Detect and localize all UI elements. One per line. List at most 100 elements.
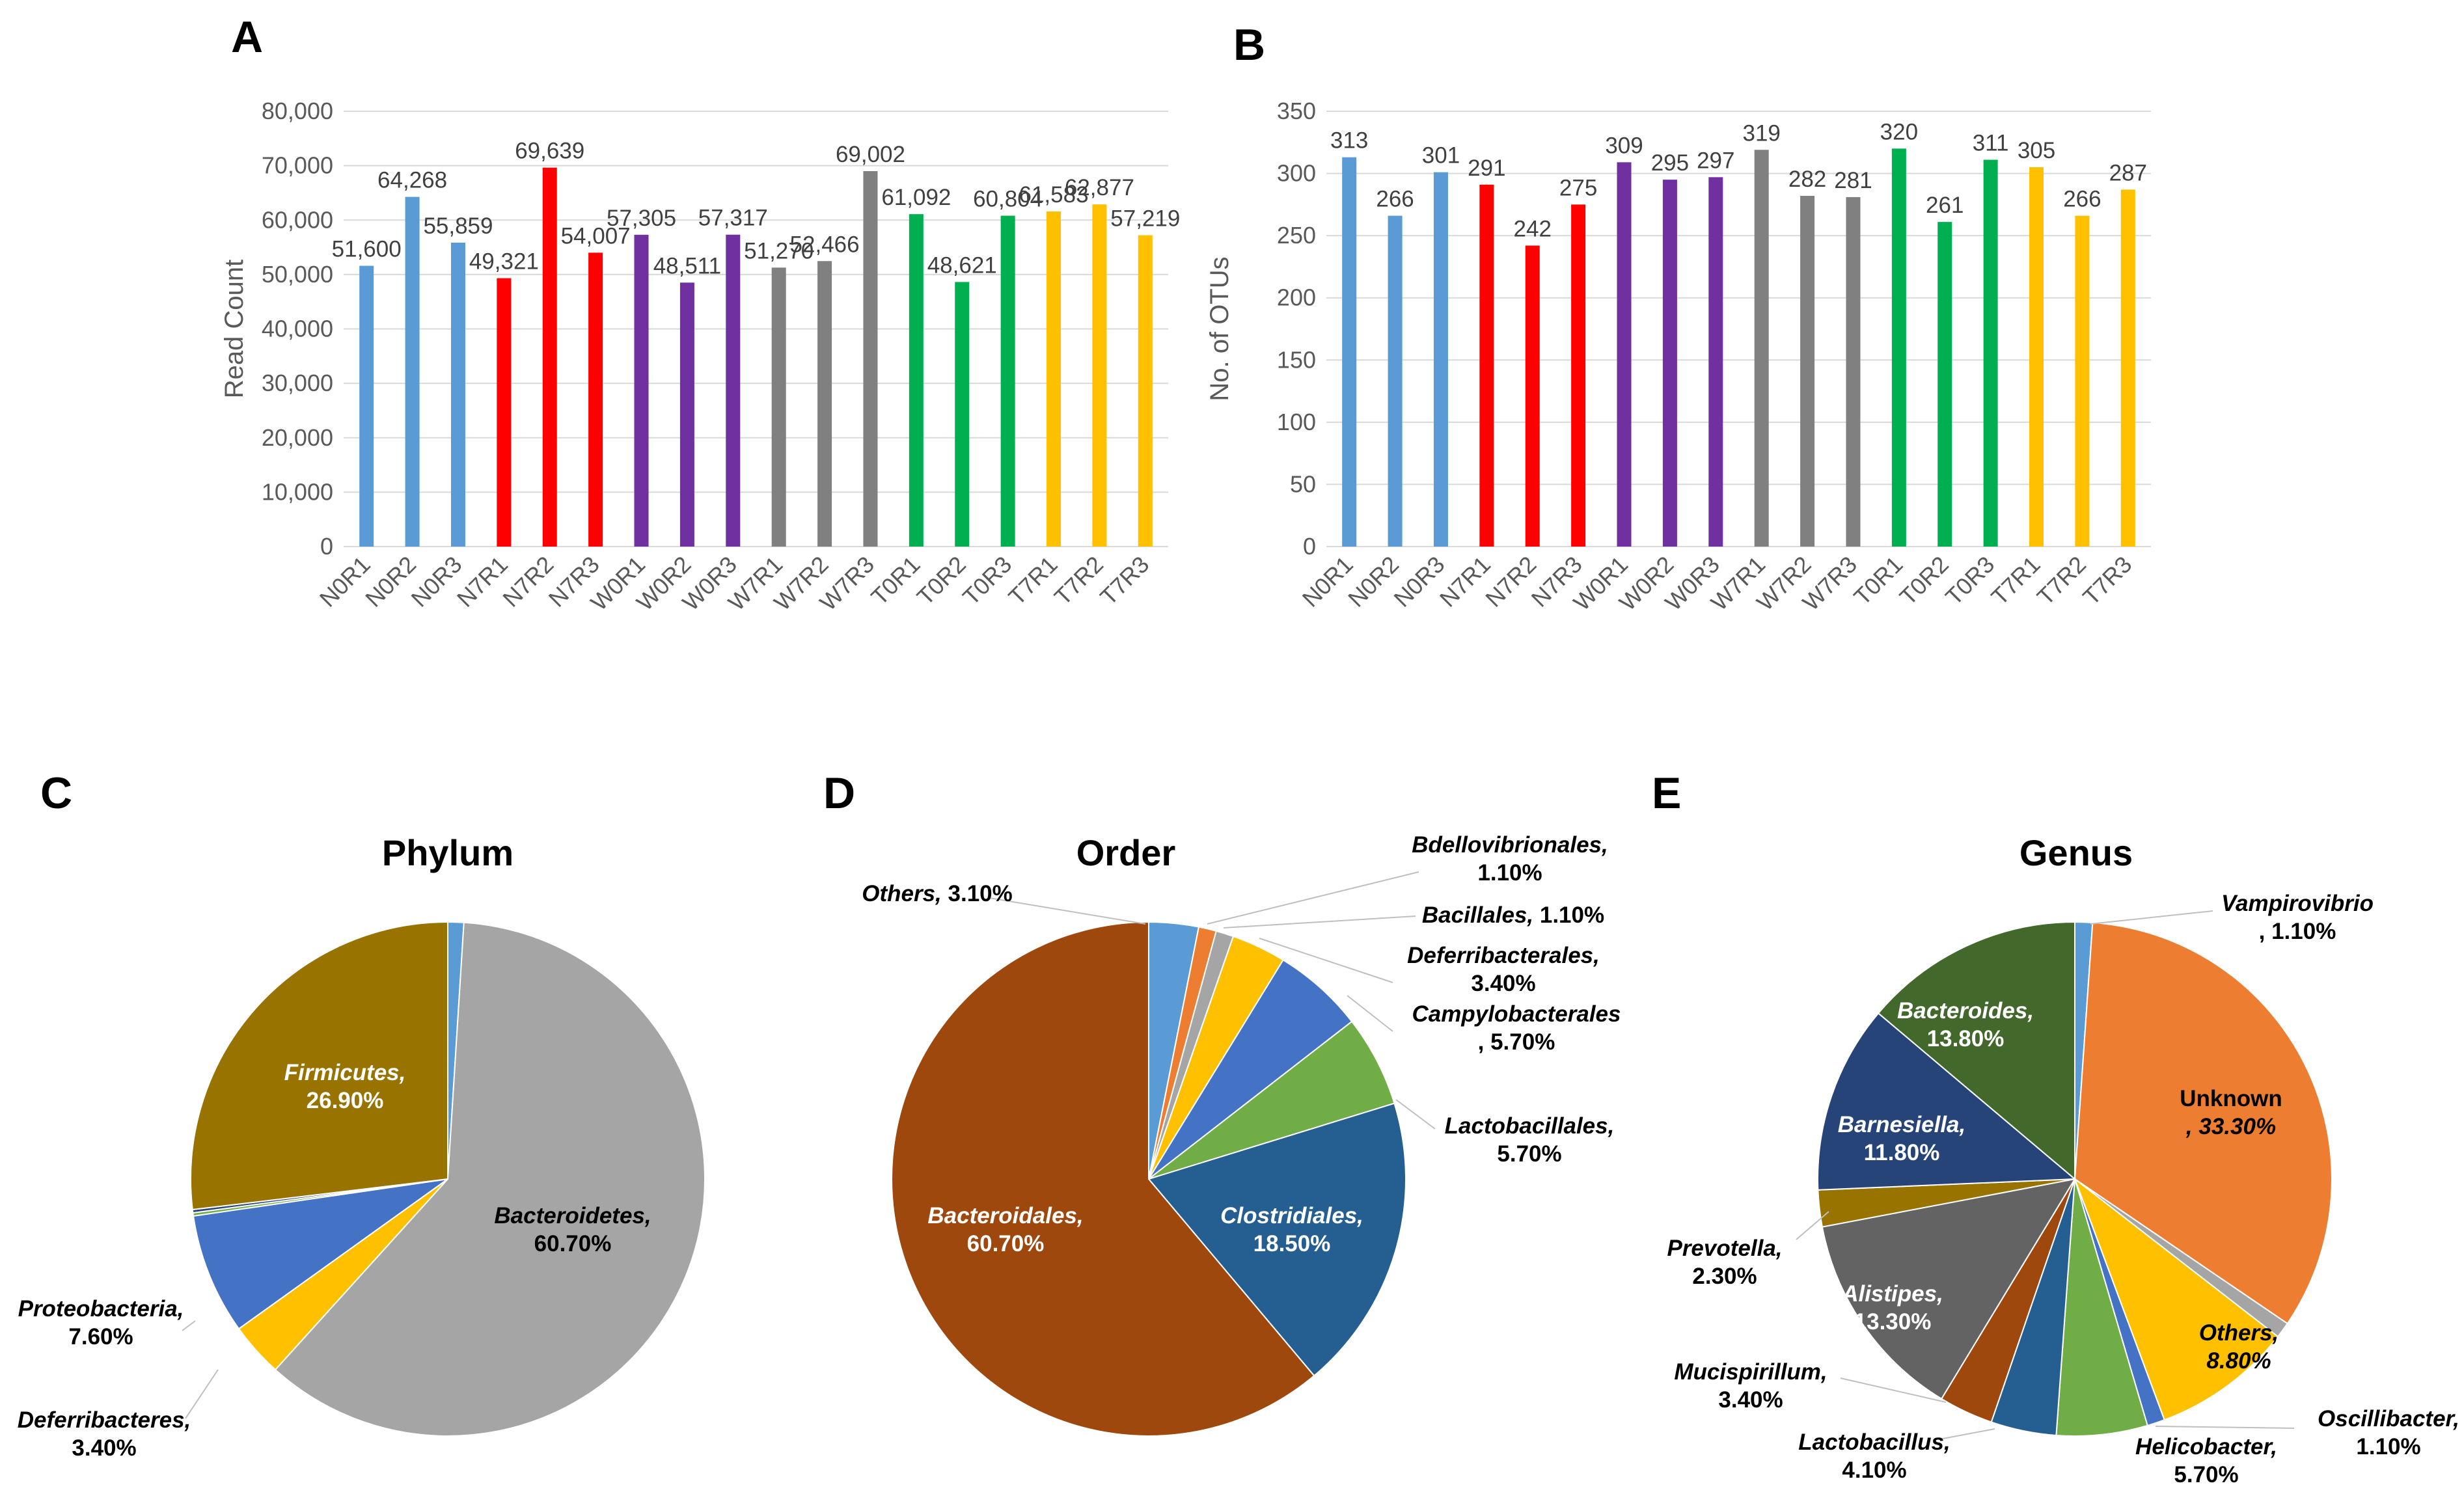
bar-t7r1 bbox=[1047, 211, 1061, 547]
slice-barnesiella bbox=[1817, 1012, 2077, 1191]
x-tick-t0r3: T0R3 bbox=[957, 551, 1017, 610]
panel-letter-d: D bbox=[823, 768, 855, 818]
data-label: 297 bbox=[1697, 148, 1734, 173]
label-name: Others, bbox=[862, 881, 942, 906]
slice-proteobacteria bbox=[192, 1178, 448, 1330]
data-label: 52,466 bbox=[790, 232, 860, 257]
panel-letter-b: B bbox=[1233, 20, 1265, 70]
bar-n7r2 bbox=[542, 167, 557, 547]
read-count-bar-chart: 0 10,000 20,000 30,000 40,000 50,000 60,000 70,… bbox=[220, 98, 1180, 616]
label-campylobacterales-value: , 5.70% bbox=[1478, 1029, 1555, 1055]
leader-line bbox=[989, 897, 1146, 925]
data-label: 49,321 bbox=[469, 249, 539, 275]
bar-w0r3 bbox=[1708, 177, 1723, 547]
label-name: Bacillales, bbox=[1422, 902, 1533, 928]
label-firmicutes-value: 26.90% bbox=[307, 1088, 384, 1113]
label-campylobacterales-name: Campylobacterales bbox=[1412, 1001, 1621, 1027]
bar-w0r2 bbox=[1662, 180, 1677, 547]
data-label: 57,219 bbox=[1110, 206, 1180, 232]
data-label: 64,268 bbox=[377, 168, 447, 193]
y-tick-label: 150 bbox=[1277, 346, 1316, 373]
data-label: 61,583 bbox=[1019, 182, 1088, 208]
bar-n0r2 bbox=[1388, 215, 1403, 547]
x-tick-n0r1: N0R1 bbox=[1297, 551, 1358, 612]
x-tick-t7r1: T7R1 bbox=[1003, 551, 1062, 610]
phylum-pie-chart: Phylum Bacteroidetes, 60.70% Deferribactere… bbox=[18, 832, 705, 1461]
label-clostridiales-value: 18.50% bbox=[1253, 1231, 1331, 1256]
bar-n0r1 bbox=[359, 265, 374, 547]
label-mucispirillum-value: 3.40% bbox=[1718, 1387, 1783, 1413]
data-label: 275 bbox=[1559, 175, 1597, 200]
y-tick-label: 300 bbox=[1277, 160, 1316, 187]
x-tick-n0r2: N0R2 bbox=[360, 551, 421, 612]
data-label: 57,317 bbox=[698, 206, 768, 231]
bar-t7r2 bbox=[2075, 215, 2090, 547]
label-firmicutes-name: Firmicutes, bbox=[284, 1060, 406, 1085]
leader-line bbox=[1207, 871, 1419, 925]
data-label: 281 bbox=[1834, 168, 1872, 193]
label-lactobacillus-name: Lactobacillus, bbox=[1798, 1430, 1950, 1455]
bar-w7r1 bbox=[771, 267, 786, 547]
bar-t7r3 bbox=[1138, 235, 1153, 547]
bar-t0r3 bbox=[1000, 215, 1015, 547]
leader-line bbox=[1840, 1377, 1947, 1403]
data-label: 69,639 bbox=[515, 139, 584, 164]
pie-title: Genus bbox=[2019, 832, 2133, 873]
y-tick-label: 0 bbox=[320, 533, 333, 560]
data-label: 54,007 bbox=[561, 223, 631, 249]
label-alistipes-name: Alistipes, bbox=[1841, 1281, 1943, 1307]
label-deferribacterales-name: Deferribacterales, bbox=[1407, 943, 1600, 968]
bar-t7r1 bbox=[2029, 167, 2044, 547]
label-proteobacteria-value: 7.60% bbox=[68, 1324, 133, 1350]
x-tick-n0r2: N0R2 bbox=[1343, 551, 1404, 612]
label-bacteroides-name: Bacteroides, bbox=[1897, 998, 2034, 1024]
label-alistipes-value: 13.30% bbox=[1854, 1309, 1932, 1335]
slice-clostridiales bbox=[1147, 1102, 1406, 1377]
label-gap bbox=[942, 881, 948, 906]
slice-bacteroidetes bbox=[274, 921, 705, 1437]
x-tick-t0r2: T0R2 bbox=[912, 551, 971, 610]
label-clostridiales-name: Clostridiales, bbox=[1220, 1203, 1363, 1228]
x-tick-t7r3: T7R3 bbox=[2077, 551, 2137, 610]
x-tick-n0r1: N0R1 bbox=[314, 551, 376, 612]
data-label: 301 bbox=[1422, 143, 1460, 169]
bar-w7r1 bbox=[1754, 150, 1769, 547]
label-bdellovibrionales-value: 1.10% bbox=[1477, 860, 1542, 886]
data-label: 295 bbox=[1651, 150, 1689, 176]
data-label: 313 bbox=[1330, 128, 1368, 154]
data-label: 261 bbox=[1926, 193, 1964, 218]
data-label: 320 bbox=[1880, 119, 1918, 144]
x-tick-t0r3: T0R3 bbox=[1940, 551, 1999, 610]
label-oscillibacter-value: 1.10% bbox=[2356, 1434, 2420, 1459]
data-label: 266 bbox=[2063, 187, 2101, 212]
x-tick-t7r2: T7R2 bbox=[1049, 551, 1108, 610]
data-label: 48,511 bbox=[653, 253, 721, 278]
y-tick-label: 20,000 bbox=[262, 424, 333, 451]
slice-lactobacillales bbox=[1148, 1020, 1395, 1180]
label-proteobacteria-name: Proteobacteria, bbox=[18, 1296, 184, 1322]
leader-line bbox=[2090, 910, 2213, 925]
x-tick-n0r3: N0R3 bbox=[1389, 551, 1450, 612]
y-tick-label: 60,000 bbox=[262, 206, 333, 233]
panel-letter-a: A bbox=[231, 12, 263, 62]
slice-bacteroidales bbox=[891, 921, 1315, 1437]
label-lactobacillales-name: Lactobacillales, bbox=[1445, 1113, 1615, 1139]
label-bacteroidetes-value: 60.70% bbox=[534, 1231, 612, 1256]
x-tick-n7r2: N7R2 bbox=[1480, 551, 1541, 612]
data-label: 319 bbox=[1742, 120, 1780, 146]
slice-bacteroides bbox=[1877, 921, 2075, 1181]
data-label: 291 bbox=[1468, 156, 1505, 181]
x-tick-t0r1: T0R1 bbox=[866, 551, 925, 610]
leader-line bbox=[1796, 1211, 1829, 1240]
label-vampirovibrio-name: Vampirovibrio bbox=[2221, 891, 2374, 916]
leader-line bbox=[1939, 1428, 1995, 1440]
bar-t0r1 bbox=[909, 214, 924, 547]
y-tick-label: 350 bbox=[1277, 98, 1316, 124]
panel-letter-c: C bbox=[40, 768, 72, 818]
label-unknown-name: Unknown bbox=[2180, 1086, 2282, 1111]
bar-n0r1 bbox=[1342, 157, 1357, 547]
data-label: 62,877 bbox=[1065, 175, 1134, 200]
y-tick-label: 30,000 bbox=[262, 370, 333, 396]
otu-count-bar-chart: 0 50 100 150 200 250 300 350 No. of OTUs 313 N0R1 2… bbox=[1205, 98, 2151, 616]
y-tick-label: 50,000 bbox=[262, 261, 333, 288]
